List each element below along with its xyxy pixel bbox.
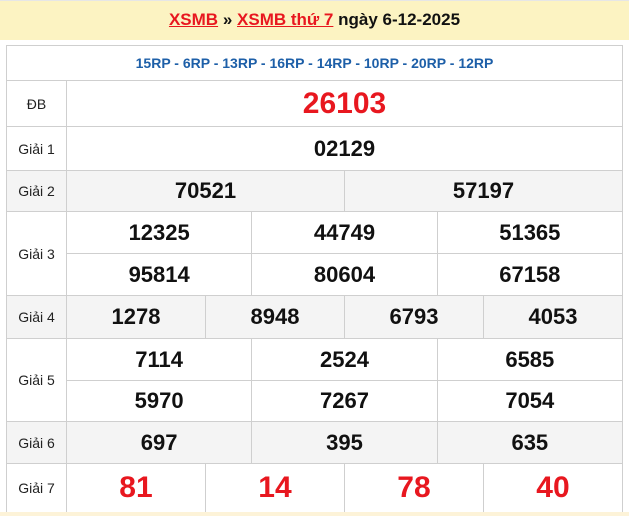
prize-7-number: 14 — [204, 463, 345, 513]
prize-5-number: 7054 — [436, 380, 624, 422]
results-table: 15RP - 6RP - 13RP - 16RP - 14RP - 10RP -… — [6, 45, 624, 513]
page-header: XSMB » XSMB thứ 7 ngày 6-12-2025 — [0, 0, 629, 40]
prize-2-number: 70521 — [66, 170, 345, 212]
special-prize: 26103 — [66, 80, 623, 127]
label-g7: Giải 7 — [6, 463, 67, 513]
xsmb-link[interactable]: XSMB — [168, 10, 219, 29]
label-g1: Giải 1 — [6, 126, 67, 171]
prize-3-number: 12325 — [65, 211, 253, 254]
prize-3-number: 80604 — [251, 253, 438, 296]
prize-3-number: 95814 — [65, 253, 253, 296]
label-g4: Giải 4 — [6, 295, 67, 339]
prize-5-number: 7114 — [65, 338, 253, 381]
prize-5-number: 6585 — [436, 338, 624, 381]
label-g6: Giải 6 — [6, 421, 67, 464]
prize-7-number: 78 — [343, 463, 484, 513]
prize-7-number: 40 — [482, 463, 624, 513]
bottom-strip — [0, 512, 629, 516]
draw-date: ngày 6-12-2025 — [338, 10, 461, 29]
xsmb-thu7-link[interactable]: XSMB thứ 7 — [237, 10, 334, 29]
prize-4-number: 1278 — [66, 295, 206, 339]
prize-4-number: 4053 — [482, 295, 624, 339]
prize-3-number: 44749 — [251, 211, 438, 254]
prize-1: 02129 — [66, 126, 623, 171]
prize-6-number: 697 — [65, 421, 253, 464]
label-g5: Giải 5 — [6, 338, 67, 422]
prize-3-number: 67158 — [436, 253, 624, 296]
prize-7-number: 81 — [66, 463, 206, 513]
prize-4-number: 8948 — [204, 295, 345, 339]
prize-2-number: 57197 — [343, 170, 624, 212]
breadcrumb-separator: » — [222, 10, 233, 29]
label-db: ĐB — [6, 80, 67, 127]
prize-5-number: 5970 — [65, 380, 253, 422]
prize-5-number: 2524 — [251, 338, 438, 381]
prize-6-number: 635 — [436, 421, 624, 464]
prize-6-number: 395 — [251, 421, 438, 464]
label-g3: Giải 3 — [6, 211, 67, 296]
prize-5-number: 7267 — [251, 380, 438, 422]
prize-codes: 15RP - 6RP - 13RP - 16RP - 14RP - 10RP -… — [6, 45, 623, 81]
label-g2: Giải 2 — [6, 170, 67, 212]
prize-4-number: 6793 — [343, 295, 484, 339]
prize-3-number: 51365 — [436, 211, 624, 254]
